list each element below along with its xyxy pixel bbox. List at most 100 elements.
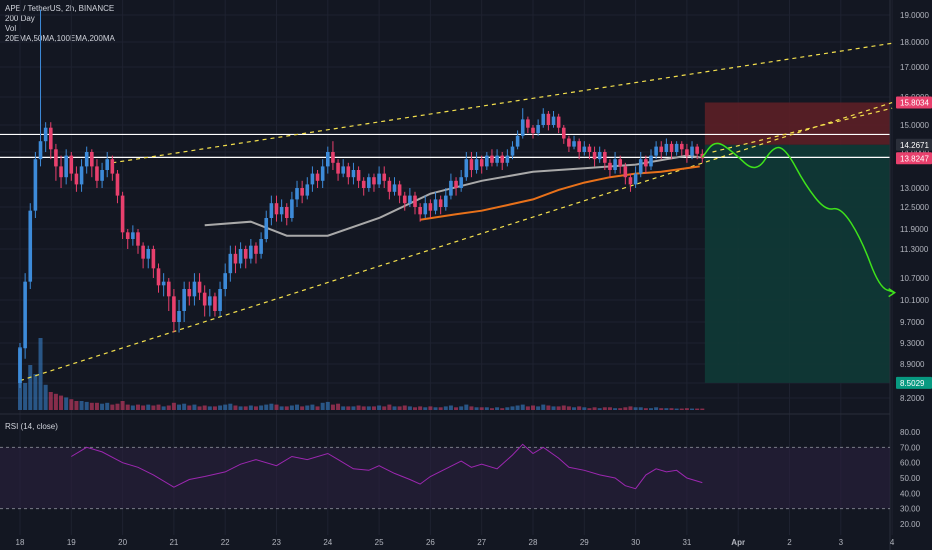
volume-bar (84, 401, 89, 410)
candle-body (618, 159, 623, 167)
volume-bar (135, 404, 140, 410)
channel-mid-line (712, 107, 893, 153)
candle-body (572, 141, 576, 147)
channel-lower-line (19, 102, 893, 382)
volume-bar (182, 403, 187, 410)
candle-body (587, 146, 592, 152)
candle-body (43, 127, 48, 142)
volume-bar (207, 406, 212, 410)
volume-bar (48, 392, 53, 410)
candle-body (418, 207, 422, 215)
volume-bar (402, 405, 407, 410)
legend-symbol: APE / TetherUS, 2h, BINANCE (5, 4, 115, 13)
candle-body (290, 199, 294, 218)
time-tick-label: 18 (16, 538, 25, 547)
time-tick-label: 26 (426, 538, 435, 547)
candle-body (156, 268, 161, 286)
price-tick-label: 10.7000 (900, 274, 929, 283)
candle-body (531, 127, 535, 134)
price-tick-label: 13.0000 (900, 184, 929, 193)
candle-body (18, 348, 22, 383)
legend-indicator-vol: Vol (5, 24, 17, 33)
volume-bar (577, 406, 582, 410)
candle-body (479, 159, 484, 167)
volume-bar (561, 405, 566, 410)
candle-body (664, 143, 669, 152)
candle-body (115, 173, 120, 196)
price-tag-bg (896, 138, 932, 151)
candle-body (490, 155, 494, 163)
time-tick-label: 29 (580, 538, 589, 547)
volume-bar (248, 405, 253, 410)
candle-body (331, 152, 335, 163)
volume-bar (695, 408, 700, 410)
volume-bar (166, 405, 171, 410)
volume-bar (679, 408, 684, 410)
candle-body (264, 218, 269, 239)
volume-bar (202, 405, 207, 410)
candle-body (567, 138, 571, 147)
price-tick-label: 12.5000 (900, 203, 929, 212)
candle-body (202, 292, 207, 306)
time-tick-label: 25 (375, 538, 384, 547)
candle-body (685, 149, 689, 156)
volume-bar (423, 407, 428, 410)
volume-bar (464, 404, 469, 410)
time-tick-label: 3 (839, 538, 844, 547)
candle-body (520, 119, 525, 136)
price-tag-bg (896, 152, 932, 165)
candle-body (315, 173, 320, 181)
volume-bar (407, 406, 412, 410)
volume-bar (433, 407, 438, 410)
candle-body (120, 195, 125, 233)
candle-body (459, 177, 463, 188)
volume-bar (438, 407, 443, 410)
candle-body (326, 152, 330, 167)
candle-body (346, 166, 351, 178)
candle-body (161, 281, 166, 286)
volume-bar (341, 406, 346, 410)
rsi-band (0, 447, 890, 509)
volume-bar (171, 402, 176, 410)
candle-body (449, 180, 453, 196)
candle-body (433, 199, 438, 211)
candle-body (423, 203, 428, 215)
candle-body (674, 143, 679, 152)
volume-bar (192, 404, 197, 410)
candle-body (561, 127, 566, 139)
candle-body (628, 177, 633, 185)
price-tick-label: 11.9000 (900, 225, 929, 234)
volume-bar (628, 406, 633, 410)
volume-bar (94, 402, 99, 410)
candle-body (510, 146, 515, 156)
candle-body (377, 173, 381, 185)
volume-bar (669, 408, 674, 410)
candle-body (23, 281, 27, 349)
candle-body (223, 273, 227, 289)
volume-bar (479, 407, 484, 410)
volume-bar (238, 406, 243, 410)
candle-body (408, 195, 412, 204)
price-tag-bg (896, 376, 932, 389)
candle-body (305, 184, 310, 196)
price-tag-label: 8.5029 (900, 379, 925, 388)
candles (18, 9, 705, 388)
volume-bar (161, 406, 166, 410)
volume-bar (346, 406, 351, 410)
candle-body (64, 155, 68, 178)
volume-bar (505, 407, 510, 410)
candle-body (100, 170, 104, 181)
time-tick-label: 2 (787, 538, 792, 547)
price-tick-label: 17.0000 (900, 63, 929, 72)
candle-body (218, 289, 222, 311)
candle-body (125, 232, 130, 239)
volume-bar (269, 403, 274, 410)
volume-bar (218, 405, 223, 410)
candle-body (238, 249, 243, 264)
candle-body (187, 289, 192, 297)
candle-body (38, 141, 43, 160)
volume-bar (371, 406, 376, 410)
volume-bar (664, 408, 669, 410)
candle-body (556, 116, 561, 128)
